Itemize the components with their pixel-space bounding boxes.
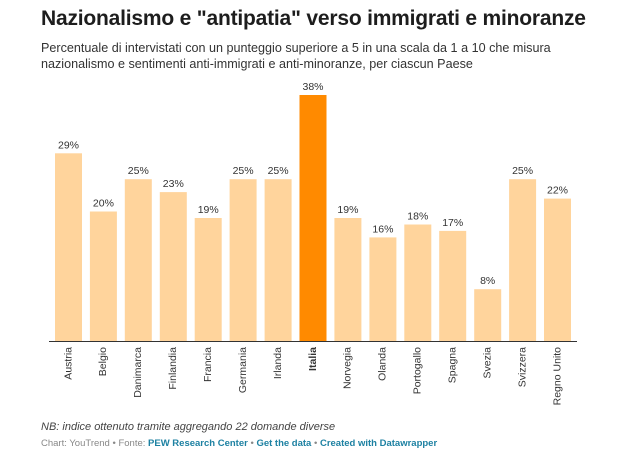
category-label: Norvegia [342, 347, 354, 389]
category-label: Irlanda [272, 347, 284, 379]
category-label: Svizzera [516, 347, 528, 387]
value-label: 25% [128, 165, 149, 177]
value-label: 20% [93, 198, 114, 210]
value-label: 19% [337, 204, 358, 216]
bar-germania [229, 179, 257, 341]
value-label: 17% [442, 217, 463, 229]
value-label: 18% [407, 211, 428, 223]
value-label: 25% [233, 165, 254, 177]
source-prefix: Fonte: [118, 438, 146, 449]
category-label: Finlandia [167, 347, 179, 390]
bar-regno-unito [544, 198, 571, 341]
datawrapper-link[interactable]: Created with Datawrapper [319, 438, 438, 449]
category-label: Regno Unito [551, 347, 563, 406]
bar-spagna [439, 230, 467, 341]
category-label: Svezia [481, 347, 493, 379]
value-label: 16% [372, 223, 393, 235]
category-label: Spagna [446, 347, 458, 383]
value-label: 22% [547, 185, 568, 197]
bar-danimarca [124, 179, 152, 341]
chart-note: NB: indice ottenuto tramite aggregando 2… [41, 421, 336, 433]
source-link[interactable]: PEW Research Center [148, 438, 248, 449]
value-label: 29% [58, 139, 79, 151]
bar-portogallo [404, 224, 432, 341]
category-label: Francia [202, 347, 214, 382]
bar-finlandia [159, 192, 187, 341]
bar-austria [55, 153, 82, 341]
category-label: Danimarca [132, 347, 144, 398]
chart-credit: Chart: YouTrend [41, 438, 110, 449]
bar-olanda [369, 237, 397, 341]
bar-francia [194, 218, 222, 341]
value-label: 19% [198, 204, 219, 216]
category-label: Germania [237, 347, 249, 393]
bar-belgio [89, 211, 117, 341]
value-label: 23% [163, 178, 184, 190]
bar-svizzera [509, 179, 537, 341]
chart-footer: Chart: YouTrend • Fonte: PEW Research Ce… [41, 438, 437, 449]
category-label: Belgio [97, 347, 109, 376]
value-label: 25% [268, 165, 289, 177]
bar-svezia [474, 289, 502, 341]
category-label: Portogallo [412, 347, 424, 394]
value-label: 25% [512, 165, 533, 177]
chart-subtitle: Percentuale di intervistati con un punte… [41, 41, 551, 71]
category-label: Olanda [377, 347, 389, 381]
bar-irlanda [264, 179, 292, 341]
footer-separator: • [250, 438, 254, 449]
get-data-link[interactable]: Get the data [256, 438, 312, 449]
chart-title: Nazionalismo e "antipatia" verso immigra… [41, 7, 586, 30]
category-label: Italia [307, 347, 319, 371]
category-label: Austria [62, 347, 74, 380]
footer-separator: • [313, 438, 318, 449]
value-label: 8% [480, 275, 495, 287]
value-label: 38% [302, 81, 323, 93]
bar-italia [299, 95, 327, 341]
bar-norvegia [334, 218, 362, 341]
footer-separator: • [112, 438, 116, 449]
